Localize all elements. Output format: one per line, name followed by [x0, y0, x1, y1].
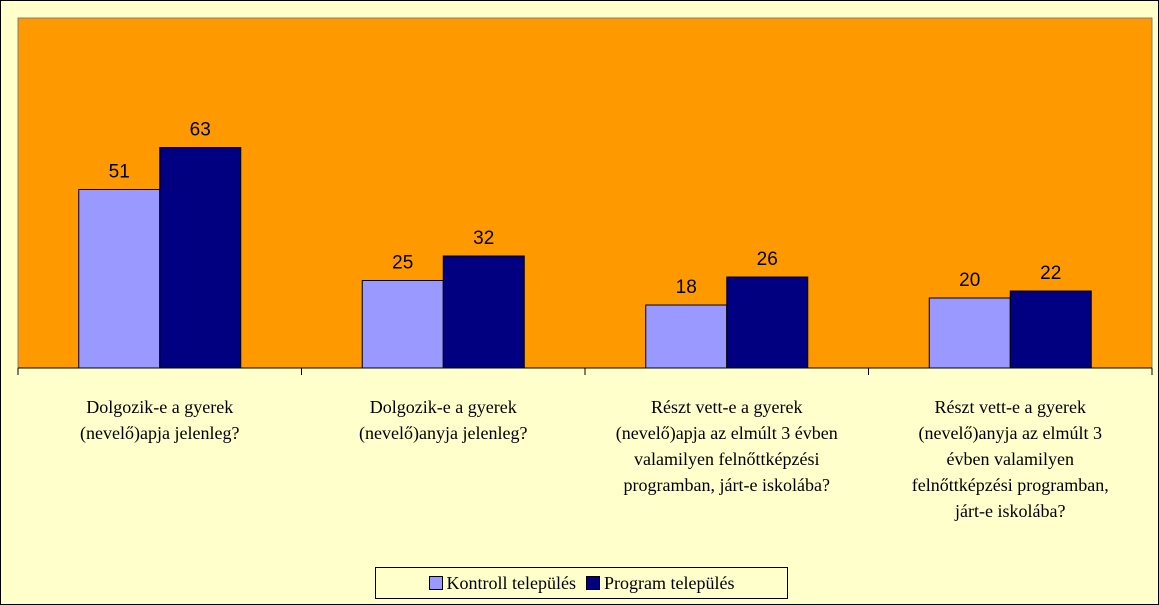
- bar: [645, 304, 728, 369]
- bar: [159, 147, 242, 369]
- x-tick-label: Dolgozik-e a gyerek (nevelő)anyja jelenl…: [359, 397, 528, 443]
- legend-item: Program település: [586, 573, 734, 594]
- x-tick-label: Részt vett-e a gyerek (nevelő)anyja az e…: [911, 397, 1109, 521]
- legend-item: Kontroll település: [428, 572, 576, 594]
- bar: [361, 280, 444, 369]
- value-label: 26: [757, 249, 778, 270]
- value-label: 22: [1040, 263, 1061, 284]
- bar: [442, 255, 525, 369]
- legend-swatch: [428, 576, 443, 590]
- value-label: 18: [676, 277, 697, 298]
- x-tick-label: Dolgozik-e a gyerek (nevelő)apja jelenle…: [80, 397, 240, 443]
- legend: Kontroll település Program település: [375, 567, 788, 599]
- legend-swatch: [586, 576, 600, 590]
- legend-label: Kontroll település: [446, 572, 576, 593]
- x-tick-label: Részt vett-e a gyerek (nevelő)apja az el…: [615, 397, 838, 495]
- bar: [78, 189, 161, 369]
- legend-label: Program település: [604, 572, 735, 593]
- bar: [726, 276, 809, 369]
- bar: [1009, 290, 1092, 369]
- value-label: 32: [473, 228, 494, 249]
- value-label: 51: [109, 162, 130, 183]
- value-label: 63: [190, 120, 211, 141]
- bar: [928, 297, 1011, 369]
- value-label: 20: [959, 270, 980, 291]
- value-label: 25: [392, 253, 413, 274]
